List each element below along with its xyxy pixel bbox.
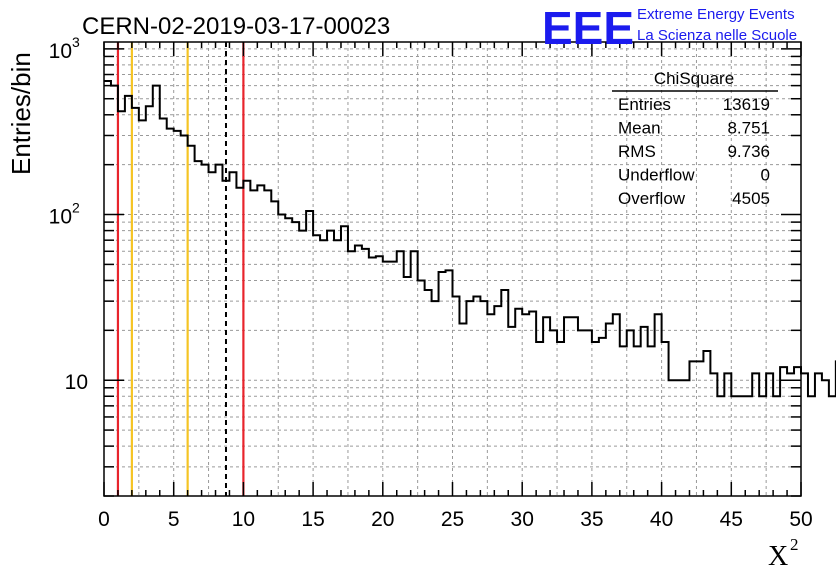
stats-row-value: 0 <box>761 166 770 185</box>
x-tick-label: 5 <box>168 508 180 531</box>
reference-lines <box>116 42 245 496</box>
stats-row-value: 9.736 <box>727 142 770 161</box>
stats-row-value: 8.751 <box>727 119 770 138</box>
stats-row-label: Entries <box>618 95 671 114</box>
stats-row: Mean 8.751 <box>618 119 770 138</box>
x-tick-label: 15 <box>301 508 324 531</box>
x-tick-label: 10 <box>232 508 255 531</box>
x-axis-label-superscript: 2 <box>790 535 799 554</box>
x-tick-label: 45 <box>720 508 743 531</box>
eee-logo: EEE Extreme Energy Events La Scienza nel… <box>542 2 797 54</box>
stats-box: ChiSquare Entries 13619 Mean 8.751 RMS 9.736 U… <box>612 69 778 208</box>
stats-row-label: RMS <box>618 142 656 161</box>
x-tick-label: 0 <box>98 508 110 531</box>
x-tick-label: 20 <box>371 508 394 531</box>
histogram-series <box>104 79 836 398</box>
y-tick-label-base: 10 <box>65 371 88 394</box>
x-tick-label: 30 <box>511 508 534 531</box>
y-tick-label-base: 10 <box>49 40 72 63</box>
stats-row-label: Overflow <box>618 189 686 208</box>
stats-rows: Entries 13619 Mean 8.751 RMS 9.736 Underflow 0 O… <box>618 95 770 208</box>
chart-title: CERN-02-2019-03-17-00023 <box>82 13 390 40</box>
x-tick-label: 35 <box>580 508 603 531</box>
y-axis-label: Entries/bin <box>6 52 36 175</box>
y-tick-label-exponent: 2 <box>72 200 80 216</box>
x-axis-label-base: X <box>768 541 788 572</box>
stats-row-value: 13619 <box>723 95 770 114</box>
eee-logo-line1: Extreme Energy Events <box>637 6 795 23</box>
y-tick-label: 10 <box>65 371 88 394</box>
eee-logo-line2: La Scienza nelle Scuole <box>637 27 797 44</box>
x-tick-label: 50 <box>789 508 812 531</box>
x-tick-label: 40 <box>650 508 673 531</box>
y-tick-label: 10 2 <box>49 200 80 229</box>
stats-row: RMS 9.736 <box>618 142 770 161</box>
eee-logo-text: EEE <box>542 2 634 54</box>
plot-grid <box>104 42 801 496</box>
stats-title: ChiSquare <box>654 69 734 88</box>
stats-row: Underflow 0 <box>618 166 770 185</box>
x-tick-label: 25 <box>441 508 464 531</box>
stats-row: Entries 13619 <box>618 95 770 114</box>
stats-row-label: Underflow <box>618 166 695 185</box>
stats-row-value: 4505 <box>732 189 770 208</box>
stats-row-label: Mean <box>618 119 661 138</box>
y-tick-label-exponent: 3 <box>72 34 80 50</box>
y-tick-label: 10 3 <box>49 34 80 63</box>
x-axis-label: X 2 <box>768 535 799 572</box>
y-tick-label-base: 10 <box>49 206 72 229</box>
stats-row: Overflow 4505 <box>618 189 770 208</box>
